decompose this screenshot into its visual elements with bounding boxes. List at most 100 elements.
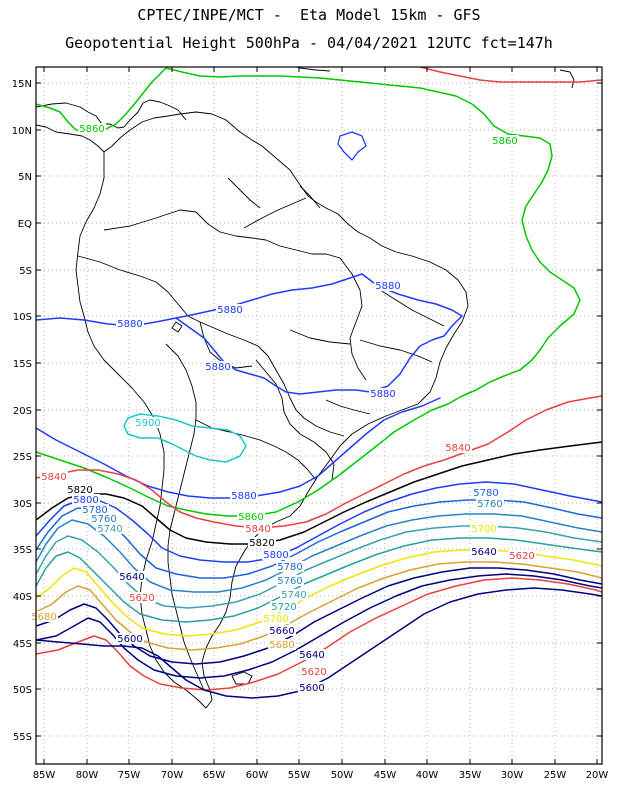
lon-tick-label: 60W — [246, 770, 269, 781]
lon-tick-label: 70W — [161, 770, 184, 781]
contour-label: 5780 — [276, 561, 304, 573]
lon-tick-label: 50W — [331, 770, 354, 781]
contour-label: 5600 — [116, 633, 144, 645]
lat-tick-label: 10N — [12, 126, 32, 137]
svg-text:5880: 5880 — [231, 491, 256, 502]
svg-text:5780: 5780 — [473, 488, 498, 499]
map-frame — [35, 66, 603, 765]
chart-title: CPTEC/INPE/MCT - Eta Model 15km - GFS — [137, 6, 481, 24]
contour-label: 5600 — [298, 682, 326, 694]
contour-label: 5740 — [96, 523, 124, 535]
coastlines — [36, 67, 575, 709]
lon-tick-label: 40W — [416, 770, 439, 781]
lat-tick-label: 10S — [13, 312, 32, 323]
svg-text:5880: 5880 — [117, 319, 142, 330]
axis-ticks: 15N10N5NEQ5S10S15S20S25S30S35S40S45S50S5… — [12, 67, 609, 781]
contour-label: 5680 — [268, 639, 296, 651]
lon-tick-label: 35W — [459, 770, 482, 781]
svg-text:5600: 5600 — [117, 634, 142, 645]
svg-text:5820: 5820 — [249, 538, 274, 549]
svg-text:5660: 5660 — [269, 626, 294, 637]
svg-text:5700: 5700 — [471, 524, 496, 535]
contour-label: 5640 — [298, 649, 326, 661]
contour-label: 5860 — [78, 123, 106, 135]
contour-label: 5900 — [134, 417, 162, 429]
contour-label: 5760 — [476, 498, 504, 510]
contour-5860 — [36, 67, 167, 133]
lat-tick-label: 50S — [13, 685, 32, 696]
svg-text:5760: 5760 — [477, 499, 502, 510]
lat-tick-label: EQ — [18, 219, 32, 230]
svg-text:5880: 5880 — [370, 389, 395, 400]
contour-label: 5780 — [81, 504, 109, 516]
lat-tick-label: 45S — [13, 639, 32, 650]
lon-tick-label: 45W — [374, 770, 397, 781]
svg-text:5700: 5700 — [263, 614, 288, 625]
lat-tick-label: 15N — [12, 79, 32, 90]
lon-tick-label: 20W — [586, 770, 609, 781]
contour-label: 5640 — [118, 571, 146, 583]
svg-text:5840: 5840 — [445, 443, 470, 454]
contour-lines — [36, 67, 602, 699]
lat-tick-label: 20S — [13, 406, 32, 417]
contour-label: 5840 — [40, 471, 68, 483]
contour-label: 5760 — [90, 513, 118, 525]
lat-tick-label: 40S — [13, 592, 32, 603]
lon-tick-label: 85W — [33, 770, 56, 781]
svg-text:5640: 5640 — [299, 650, 324, 661]
lat-tick-label: 5S — [19, 266, 32, 277]
svg-text:5880: 5880 — [375, 281, 400, 292]
contour-5840 — [419, 67, 602, 83]
svg-text:5620: 5620 — [301, 667, 326, 678]
svg-text:5780: 5780 — [82, 505, 107, 516]
svg-text:5860: 5860 — [79, 124, 104, 135]
contour-label: 5720 — [270, 601, 298, 613]
lat-tick-label: 25S — [13, 452, 32, 463]
lon-tick-label: 65W — [203, 770, 226, 781]
contour-label: 5640 — [470, 546, 498, 558]
contour-label: 5760 — [276, 575, 304, 587]
contour-label: 5860 — [491, 135, 519, 147]
contour-5840 — [36, 395, 602, 529]
svg-text:5780: 5780 — [277, 562, 302, 573]
chart-subtitle: Geopotential Height 500hPa - 04/04/2021 … — [65, 34, 553, 52]
contour-5680 — [36, 561, 602, 651]
contour-label: 5880 — [369, 388, 397, 400]
contour-5720 — [36, 537, 602, 623]
contour-label: 5740 — [280, 589, 308, 601]
contour-label: 5700 — [470, 523, 498, 535]
lat-tick-label: 5N — [18, 172, 32, 183]
svg-text:5860: 5860 — [238, 512, 263, 523]
contour-5820 — [36, 441, 602, 545]
contour-labels: 5860 5860 5880 5880 5880 5880 5880 5900 5840 5840… — [30, 123, 536, 694]
contour-label: 5880 — [216, 304, 244, 316]
svg-text:5820: 5820 — [67, 485, 92, 496]
contour-5760 — [36, 513, 602, 593]
svg-text:5720: 5720 — [271, 602, 296, 613]
contour-label: 5820 — [248, 537, 276, 549]
svg-text:5680: 5680 — [31, 612, 56, 623]
svg-text:5760: 5760 — [277, 576, 302, 587]
svg-text:5600: 5600 — [299, 683, 324, 694]
contour-label: 5800 — [262, 549, 290, 561]
lon-tick-label: 75W — [118, 770, 141, 781]
contour-label: 5860 — [237, 511, 265, 523]
svg-text:5800: 5800 — [73, 495, 98, 506]
contour-label: 5700 — [262, 613, 290, 625]
svg-text:5680: 5680 — [269, 640, 294, 651]
svg-text:5840: 5840 — [245, 524, 270, 535]
svg-text:5800: 5800 — [263, 550, 288, 561]
contour-label: 5800 — [72, 494, 100, 506]
contour-label: 5620 — [300, 666, 328, 678]
contour-label: 5880 — [374, 280, 402, 292]
svg-text:5740: 5740 — [97, 524, 122, 535]
contour-5860 — [36, 67, 581, 517]
contour-label: 5780 — [472, 487, 500, 499]
contour-label: 5880 — [230, 490, 258, 502]
contour-label: 5820 — [66, 484, 94, 496]
svg-text:5620: 5620 — [129, 593, 154, 604]
contour-5880 — [175, 315, 463, 395]
svg-text:5900: 5900 — [135, 418, 160, 429]
svg-text:5760: 5760 — [91, 514, 116, 525]
